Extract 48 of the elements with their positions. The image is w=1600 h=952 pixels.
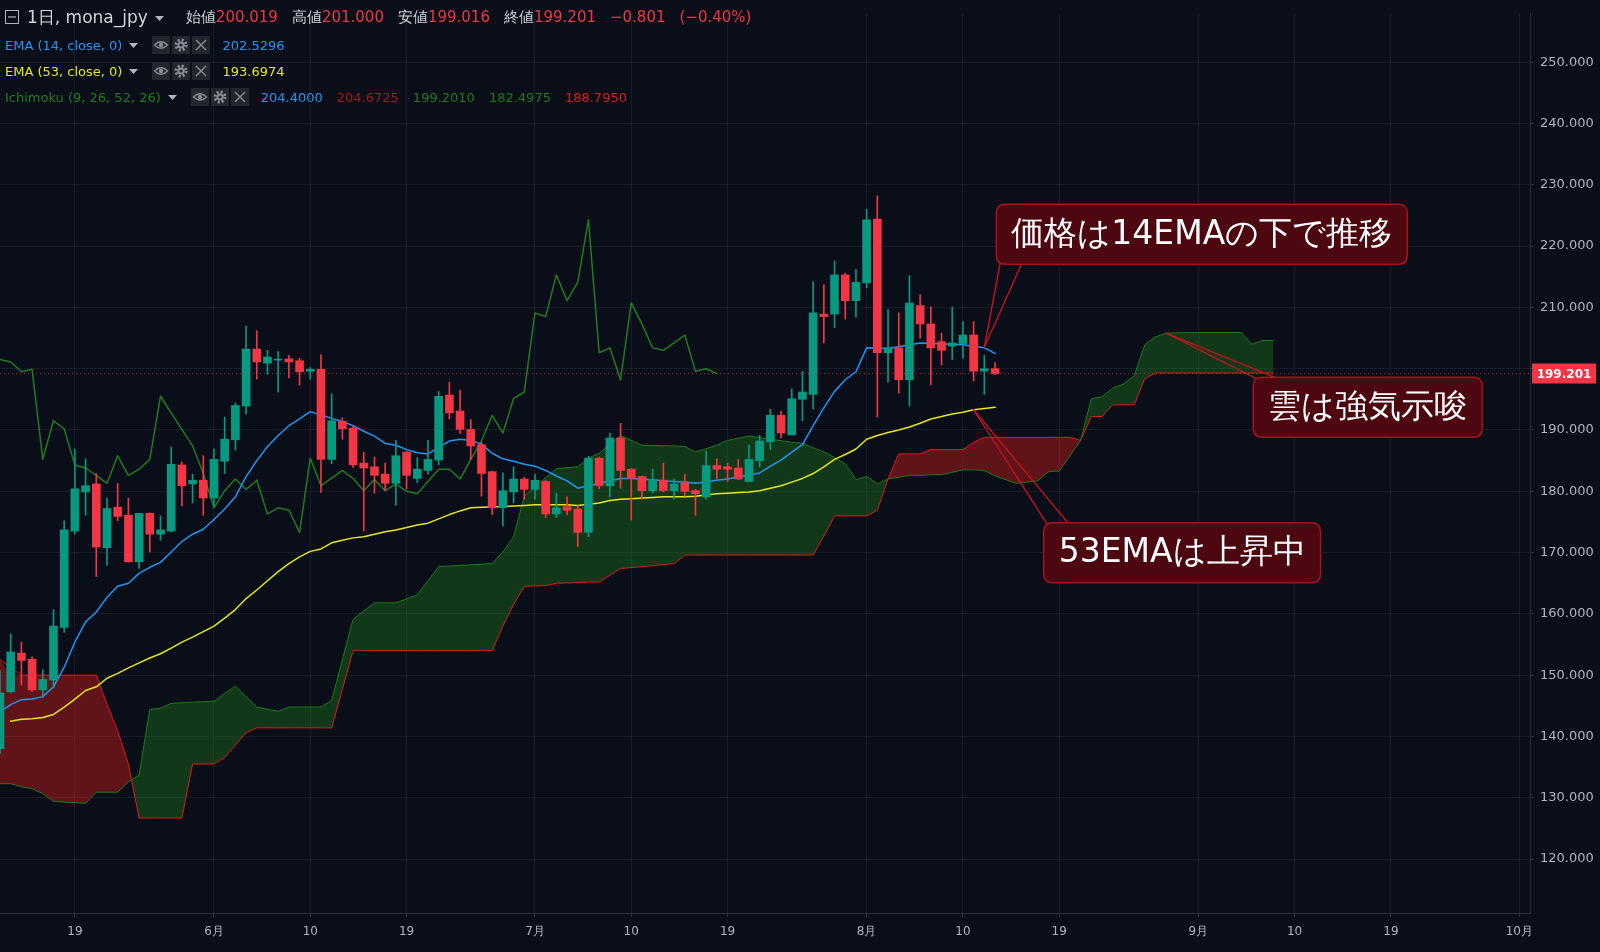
candlestick xyxy=(712,458,722,480)
annotation: 193.6974 xyxy=(222,63,285,79)
x-tick-label: 10 xyxy=(302,924,318,939)
y-tick-label: 190.000 xyxy=(1540,421,1594,437)
annotation: 188.7950 xyxy=(564,89,627,105)
y-tick-label: 150.000 xyxy=(1540,666,1594,682)
chart-title: 1日, mona_jpy xyxy=(27,5,148,29)
x-tick-label: 10 xyxy=(623,924,639,939)
y-tick-label: 210.000 xyxy=(1540,298,1594,314)
x-tick-label: 10 xyxy=(955,924,971,939)
text: EMA (53, close, 0) xyxy=(5,63,123,79)
annotation: 53EMAは上昇中 xyxy=(1058,531,1306,571)
y-tick-label: 130.000 xyxy=(1540,789,1594,805)
y-tick-label: 230.000 xyxy=(1540,176,1594,192)
text: Ichimoku (9, 26, 52, 26) xyxy=(5,89,161,105)
y-tick-label: 250.000 xyxy=(1540,53,1594,69)
y-tick-label: 180.000 xyxy=(1540,482,1594,498)
x-tick-label: 6月 xyxy=(204,924,224,939)
annotation: 182.4975 xyxy=(488,89,551,105)
y-tick-label: 120.000 xyxy=(1540,850,1594,866)
annotation: 204.6725 xyxy=(336,89,399,105)
annotation: 202.5296 xyxy=(222,37,285,53)
y-tick-label: 140.000 xyxy=(1540,727,1594,743)
x-tick-label: 9月 xyxy=(1188,924,1209,939)
x-tick-label: 19 xyxy=(398,924,415,939)
y-tick-label: 220.000 xyxy=(1540,237,1594,253)
ref-line-label: 199.201 xyxy=(1536,366,1592,381)
candlestick xyxy=(626,468,636,521)
y-tick-label: 170.000 xyxy=(1540,543,1594,559)
text: 始値200.019 高値201.000 安値199.016 終値199.201 −0.801 (−0.40%) xyxy=(185,7,752,26)
candlestick xyxy=(359,451,369,532)
annotation: 199.2010 xyxy=(412,89,475,105)
annotation: 204.4000 xyxy=(260,89,323,105)
annotation: 雲は強気示唆 xyxy=(1268,385,1468,425)
x-tick-label: 7月 xyxy=(525,924,545,939)
annotation: 価格は14EMAの下で推移 xyxy=(1011,212,1393,252)
candlestick xyxy=(958,321,968,359)
x-tick-label: 19 xyxy=(1051,924,1067,939)
candlestick xyxy=(562,496,572,515)
y-tick-label: 240.000 xyxy=(1540,114,1594,130)
x-tick-label: 19 xyxy=(67,924,83,939)
x-tick-label: 10 xyxy=(1286,924,1303,939)
x-tick-label: 19 xyxy=(1383,924,1399,939)
x-tick-label: 8月 xyxy=(856,924,877,939)
text: EMA (14, close, 0) xyxy=(5,37,123,53)
y-tick-label: 160.000 xyxy=(1540,605,1594,621)
x-tick-label: 10月 xyxy=(1505,924,1533,939)
x-tick-label: 19 xyxy=(719,924,736,939)
